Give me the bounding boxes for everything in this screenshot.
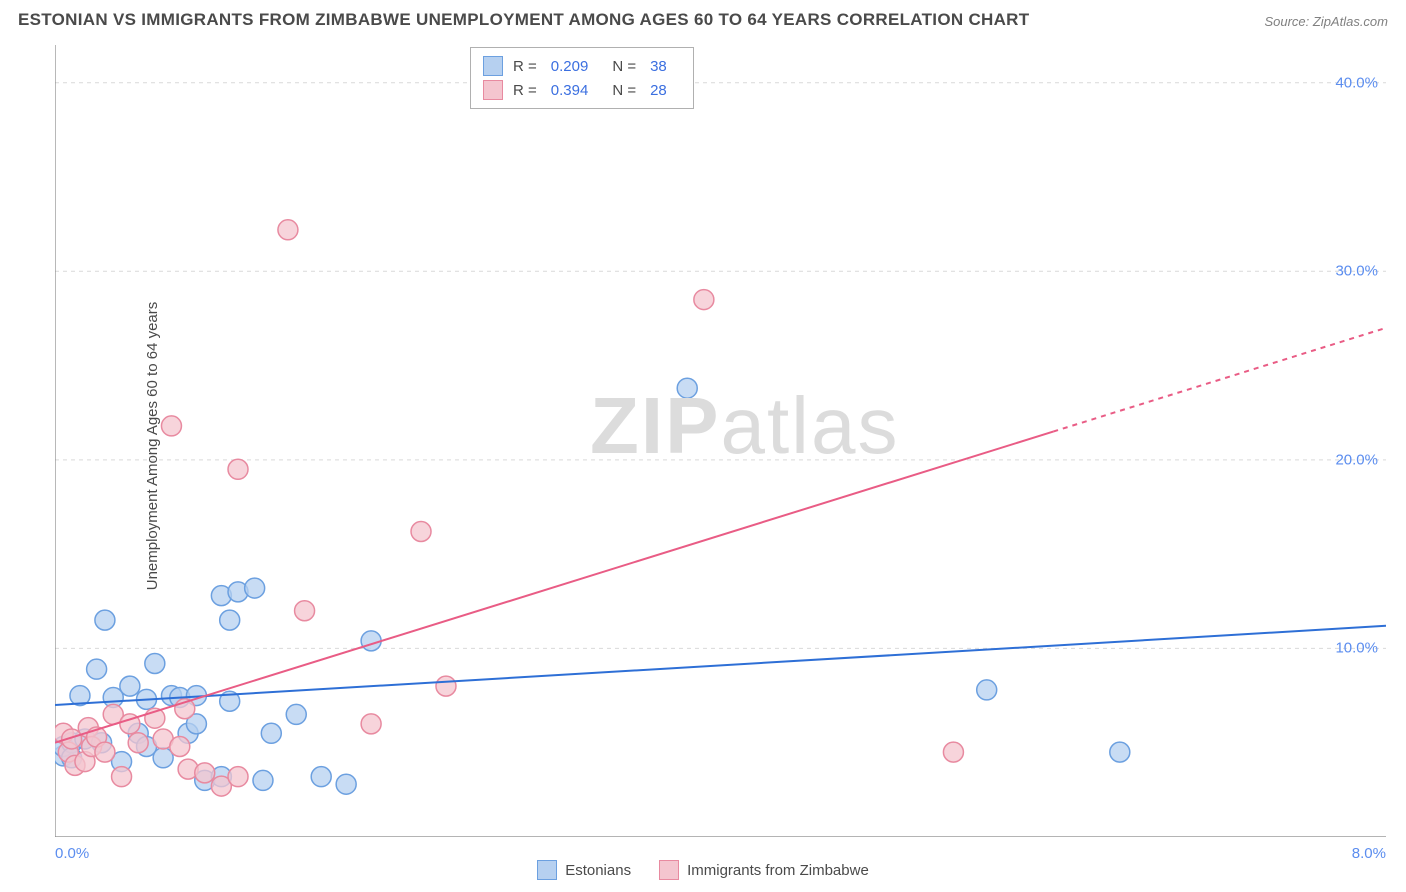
y-axis-tick: 40.0%	[1335, 74, 1378, 91]
corr-r-value-1: 0.394	[551, 82, 589, 99]
corr-swatch-0	[483, 56, 503, 76]
bottom-legend: Estonians Immigrants from Zimbabwe	[0, 860, 1406, 880]
y-axis-tick: 30.0%	[1335, 263, 1378, 280]
scatter-svg	[55, 45, 1386, 837]
corr-row-1: R = 0.394 N = 28	[483, 78, 681, 102]
legend-item-zimbabwe: Immigrants from Zimbabwe	[659, 860, 869, 880]
corr-n-value-0: 38	[650, 58, 667, 75]
corr-row-0: R = 0.209 N = 38	[483, 54, 681, 78]
legend-swatch-estonians	[537, 860, 557, 880]
correlation-legend: R = 0.209 N = 38 R = 0.394 N = 28	[470, 47, 694, 109]
corr-swatch-1	[483, 80, 503, 100]
legend-label-zimbabwe: Immigrants from Zimbabwe	[687, 862, 869, 879]
legend-item-estonians: Estonians	[537, 860, 631, 880]
corr-n-label-1: N =	[612, 82, 636, 99]
legend-label-estonians: Estonians	[565, 862, 631, 879]
source-label: Source:	[1264, 14, 1312, 29]
corr-r-label-0: R =	[513, 58, 537, 75]
source-site: ZipAtlas.com	[1313, 14, 1388, 29]
chart-title: ESTONIAN VS IMMIGRANTS FROM ZIMBABWE UNE…	[18, 10, 1029, 30]
legend-swatch-zimbabwe	[659, 860, 679, 880]
chart-plot-area	[55, 45, 1386, 837]
corr-r-label-1: R =	[513, 82, 537, 99]
y-axis-tick: 10.0%	[1335, 640, 1378, 657]
corr-n-label-0: N =	[612, 58, 636, 75]
corr-r-value-0: 0.209	[551, 58, 589, 75]
y-axis-tick: 20.0%	[1335, 451, 1378, 468]
source-attribution: Source: ZipAtlas.com	[1264, 14, 1388, 29]
corr-n-value-1: 28	[650, 82, 667, 99]
